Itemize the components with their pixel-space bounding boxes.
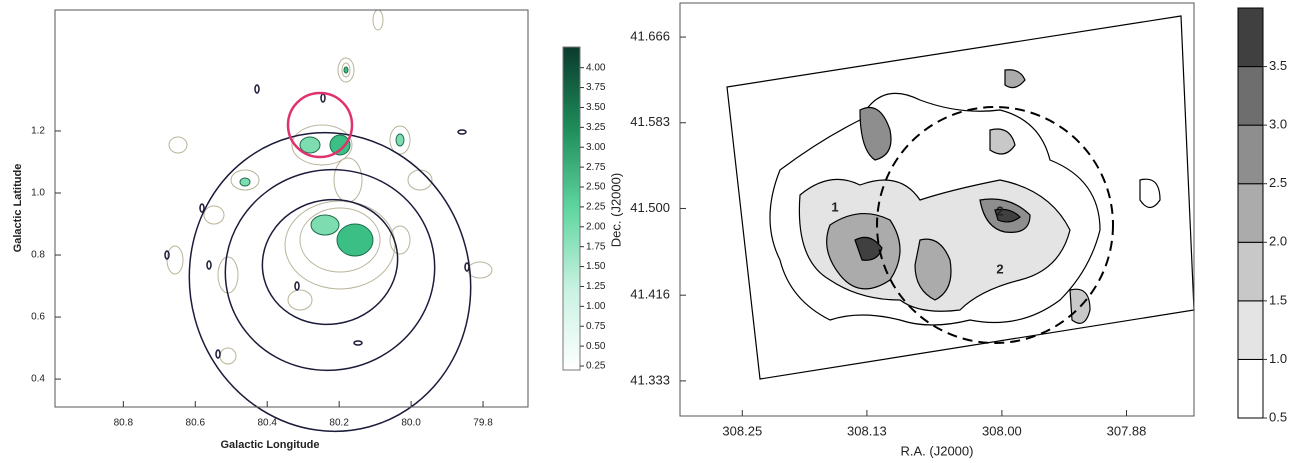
- x-tick-label: 80.8: [114, 418, 134, 429]
- x-tick-label: 80.6: [186, 418, 206, 429]
- colorbar-band: [1237, 241, 1264, 302]
- y-tick-label: 0.6: [31, 312, 45, 323]
- colorbar-tick-label: 4.00: [586, 62, 606, 73]
- plot-frame: [679, 2, 1195, 417]
- x-tick-label: 308.25: [722, 423, 762, 438]
- y-axis-label: Dec. (J2000): [608, 173, 623, 247]
- plot-frame: [54, 9, 529, 408]
- colorbar-band: [1237, 7, 1264, 68]
- x-tick-label: 308.13: [847, 423, 887, 438]
- x-tick-label: 80.4: [257, 418, 277, 429]
- colorbar-tick-label: 1.25: [586, 281, 606, 292]
- x-tick-label: 307.88: [1107, 423, 1147, 438]
- colorbar-tick-label: 1.00: [586, 301, 606, 312]
- x-axis-label: R.A. (J2000): [901, 443, 974, 458]
- y-tick-label: 0.8: [31, 250, 45, 261]
- colorbar-tick-label: 3.00: [586, 142, 606, 153]
- annotation: 2: [996, 261, 1003, 276]
- colorbar-tick-label: 2.5: [1269, 175, 1287, 190]
- colorbar-tick-label: 2.75: [586, 162, 606, 173]
- colorbar-tick-label: 2.0: [1269, 234, 1287, 249]
- annotation: 2: [996, 203, 1003, 218]
- colorbar-tick-label: 3.0: [1269, 117, 1287, 132]
- colorbar-tick-label: 2.50: [586, 182, 606, 193]
- colorbar-tick-label: 3.25: [586, 122, 606, 133]
- y-tick-label: 1.0: [31, 188, 45, 199]
- colorbar-tick-label: 1.75: [586, 241, 606, 252]
- colorbar-tick-label: 3.50: [586, 102, 606, 113]
- colorbar-tick-label: 0.75: [586, 321, 606, 332]
- x-tick-label: 80.0: [401, 418, 421, 429]
- colorbar-tick-label: 0.50: [586, 341, 606, 352]
- y-tick-label: 1.2: [31, 126, 45, 137]
- colorbar-tick-label: 2.00: [586, 221, 606, 232]
- colorbar-band: [1237, 124, 1264, 185]
- y-tick-label: 41.500: [630, 200, 670, 215]
- y-tick-label: 41.666: [630, 29, 670, 44]
- y-tick-label: 41.583: [630, 114, 670, 129]
- x-tick-label: 80.2: [329, 418, 349, 429]
- colorbar-tick-label: 3.75: [586, 82, 606, 93]
- y-tick-label: 41.333: [630, 372, 670, 387]
- right-contours: [726, 15, 1195, 380]
- colorbar-tick-label: 0.25: [586, 361, 606, 372]
- colorbar-band: [1237, 66, 1264, 126]
- colorbar-band: [1237, 300, 1264, 360]
- annotation: 1: [831, 199, 838, 214]
- colorbar-band: [1237, 358, 1264, 419]
- colorbar-tick-label: 1.50: [586, 261, 606, 272]
- y-tick-label: 0.4: [31, 374, 45, 385]
- colorbar-tick-label: 1.5: [1269, 292, 1287, 307]
- colorbar: [562, 46, 581, 371]
- colorbar-tick-label: 0.5: [1269, 409, 1287, 424]
- colorbar-band: [1237, 183, 1264, 243]
- left-contours: [164, 9, 493, 433]
- colorbar-tick-label: 3.5: [1269, 58, 1287, 73]
- x-tick-label: 79.8: [473, 418, 493, 429]
- x-axis-label: Galactic Longitude: [220, 439, 319, 451]
- colorbar-tick-label: 1.0: [1269, 351, 1287, 366]
- y-axis-label: Galactic Latitude: [12, 164, 24, 253]
- y-tick-label: 41.416: [630, 287, 670, 302]
- colorbar-tick-label: 2.25: [586, 202, 606, 213]
- x-tick-label: 308.00: [982, 423, 1022, 438]
